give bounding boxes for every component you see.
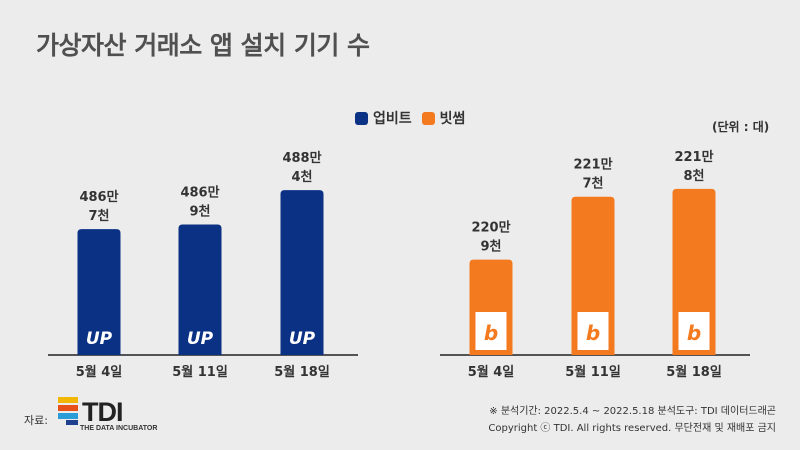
x-tick-label: 5월 4일 — [468, 364, 515, 380]
data-label-line2: 9천 — [480, 240, 501, 255]
chart-title: 가상자산 거래소 앱 설치 기기 수 — [36, 31, 370, 60]
bithumb-logo-box — [678, 312, 710, 350]
data-label-line1: 486만 — [79, 189, 118, 205]
bar-upbit-3 — [280, 190, 324, 355]
legend-label-upbit: 업비트 — [373, 111, 412, 127]
legend-item-bithumb: 빗썸 — [421, 108, 466, 128]
data-label-line1: 221만 — [573, 157, 612, 173]
legend-swatch-upbit — [355, 111, 368, 125]
footnote: ※ 분석기간: 2022.5.4 ~ 2022.5.18 분석도구: TDI 데… — [489, 406, 776, 417]
bithumb-logo-icon: b — [484, 321, 498, 345]
data-label-line2: 7천 — [582, 177, 603, 192]
bar-upbit-2 — [178, 224, 222, 355]
data-label-line1: 220만 — [471, 220, 510, 236]
logo-text: TDI — [82, 397, 123, 427]
x-tick-label: 5월 11일 — [565, 364, 621, 380]
x-tick-label: 5월 11일 — [172, 364, 228, 380]
bithumb-logo-box — [475, 312, 507, 350]
data-label-line2: 4천 — [291, 170, 312, 185]
bithumb-logo-icon: b — [687, 321, 701, 345]
tdi-logo-icon — [58, 397, 78, 425]
data-label-line1: 221만 — [674, 149, 713, 165]
legend-item-upbit: 업비트 — [355, 108, 412, 128]
legend-label-bithumb: 빗썸 — [439, 111, 466, 127]
data-label-line2: 7천 — [88, 209, 109, 224]
x-tick-label: 5월 18일 — [666, 364, 722, 380]
unit-label: (단위 : 대) — [712, 120, 770, 134]
source-label: 자료: — [24, 414, 48, 427]
x-tick-label: 5월 18일 — [274, 364, 330, 380]
upbit-logo-icon: UP — [187, 329, 214, 349]
legend-swatch-bithumb — [421, 111, 435, 125]
upbit-logo-icon: UP — [86, 329, 113, 349]
data-label-line2: 8천 — [683, 169, 704, 184]
upbit-logo-icon: UP — [289, 329, 316, 349]
x-tick-label: 5월 4일 — [76, 364, 123, 380]
data-label-line1: 488만 — [282, 150, 321, 166]
bithumb-logo-box — [577, 312, 609, 350]
data-label-line1: 486만 — [180, 185, 219, 201]
bithumb-logo-icon: b — [586, 321, 600, 345]
bar-upbit-1 — [77, 229, 121, 355]
copyright: Copyright ⓒ TDI. All rights reserved. 무단… — [488, 423, 776, 434]
data-label-line2: 9천 — [189, 205, 210, 220]
logo-subtitle: THE DATA INCUBATOR — [80, 425, 158, 432]
legend: 업비트 빗썸 — [355, 108, 465, 128]
